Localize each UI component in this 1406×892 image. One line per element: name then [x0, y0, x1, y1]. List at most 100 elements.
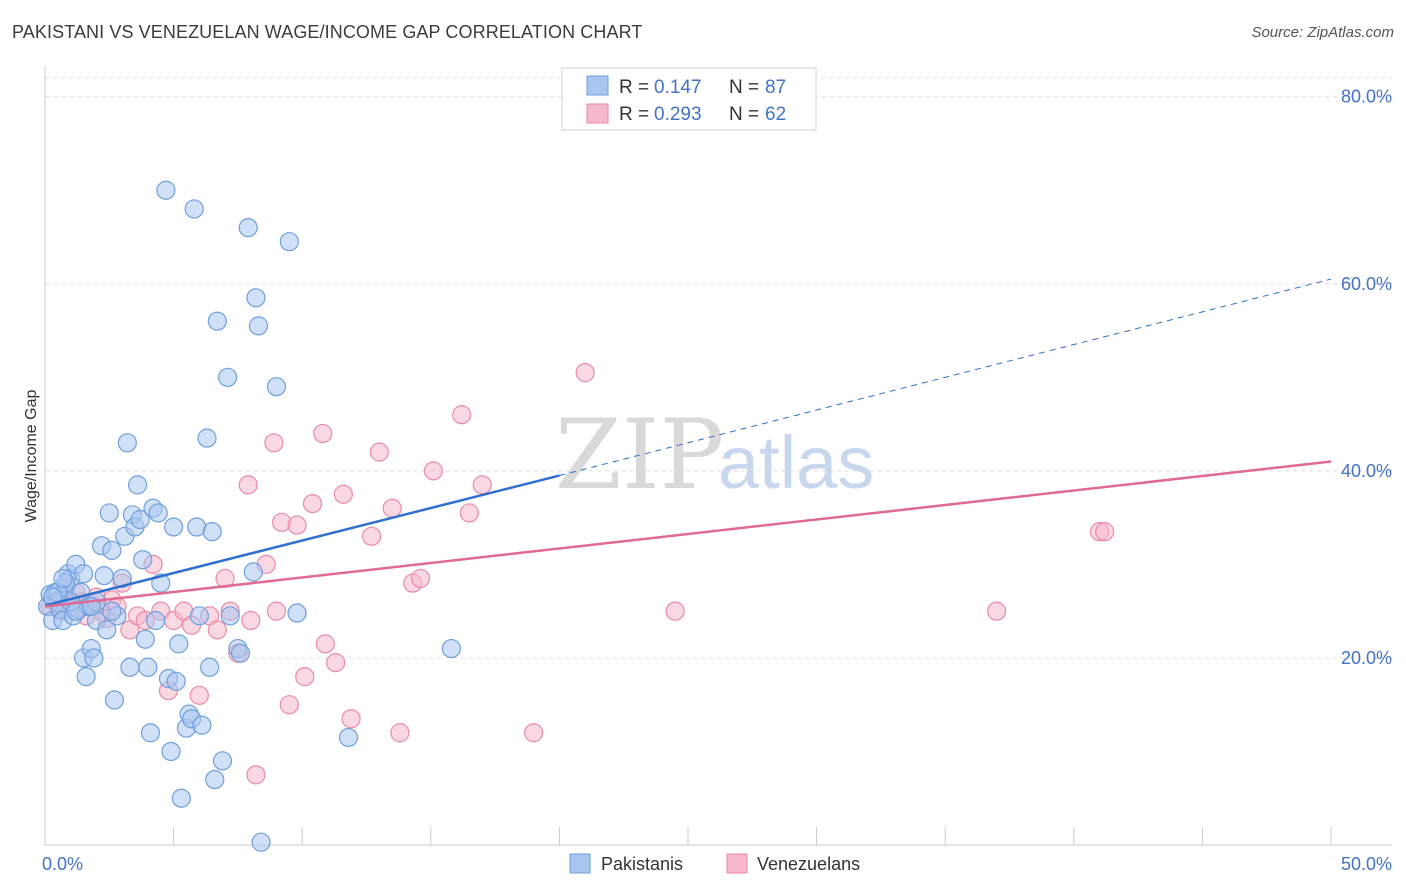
legend: R = 0.147 N = 87 R = 0.293 N = 62: [561, 67, 817, 131]
x-tick-label: 0.0%: [42, 854, 83, 874]
pakistanis-point: [133, 550, 153, 570]
legend-swatch-venezuelans: [586, 103, 609, 124]
pakistanis-point: [73, 564, 94, 584]
pakistanis-point: [212, 751, 233, 771]
pakistanis-point: [171, 788, 191, 808]
pakistanis-point: [218, 367, 238, 387]
venezuelans-point: [423, 461, 443, 481]
bottom-legend-label-venezuelans: Venezuelans: [757, 854, 860, 874]
venezuelans-point: [459, 503, 479, 523]
legend-r-label-venezuelans: R =: [619, 104, 649, 125]
legend-r-value-pakistanis: 0.147: [654, 77, 702, 98]
venezuelans-point: [1095, 522, 1115, 542]
venezuelans-point: [313, 423, 333, 444]
legend-swatch-pakistanis: [586, 75, 609, 96]
venezuelans-point: [390, 723, 410, 743]
pakistanis-point: [205, 769, 225, 790]
pakistanis-point: [238, 218, 258, 238]
pakistanis-point: [246, 288, 266, 308]
venezuelans-point: [410, 568, 431, 589]
venezuelans-point: [362, 526, 382, 546]
pakistanis-point: [94, 566, 114, 586]
pakistanis-point: [145, 610, 166, 631]
y-tick-label: 80.0%: [1341, 87, 1392, 107]
pakistanis-point: [192, 715, 212, 735]
pakistanis-point: [156, 180, 176, 200]
y-axis-label: Wage/Income Gap: [23, 390, 40, 523]
venezuelans-point: [341, 709, 361, 729]
pakistanis-point: [135, 629, 155, 649]
pakistanis-point: [230, 643, 251, 663]
watermark: ZIP atlas: [555, 399, 874, 511]
venezuelans-trendline: [44, 460, 1332, 608]
y-tick-label: 60.0%: [1341, 274, 1392, 294]
watermark-atlas: atlas: [718, 421, 874, 504]
pakistanis-points: [37, 180, 461, 852]
legend-n-label-pakistanis: N =: [729, 77, 759, 98]
legend-r-value-venezuelans: 0.293: [654, 104, 702, 125]
chart-title: PAKISTANI VS VENEZUELAN WAGE/INCOME GAP …: [12, 22, 643, 42]
pakistanis-point: [338, 727, 359, 748]
pakistanis-point: [104, 690, 125, 710]
pakistanis-point: [99, 503, 119, 523]
venezuelans-point: [452, 405, 472, 425]
pakistanis-point: [202, 522, 222, 542]
venezuelans-point: [279, 695, 299, 715]
bottom-legend-swatch-venezuelans: [726, 853, 748, 874]
legend-n-label-venezuelans: N =: [729, 104, 759, 125]
x-tick-label: 50.0%: [1341, 854, 1392, 874]
bottom-legend: Pakistanis Venezuelans: [569, 853, 860, 874]
pakistanis-point: [166, 671, 186, 691]
pakistanis-point: [266, 377, 287, 397]
venezuelans-point: [266, 601, 287, 621]
pakistanis-trendline: [44, 474, 560, 607]
venezuelans-point: [382, 498, 402, 518]
pakistanis-point: [117, 433, 137, 453]
venezuelans-point: [238, 475, 258, 495]
legend-n-value-pakistanis: 87: [765, 77, 786, 98]
source-label: Source: ZipAtlas.com: [1251, 24, 1394, 41]
pakistanis-trendline-extension: [559, 278, 1332, 477]
pakistanis-point: [97, 620, 117, 640]
pakistanis-point: [287, 603, 307, 623]
bottom-legend-swatch-pakistanis: [569, 853, 591, 874]
pakistanis-point: [148, 503, 168, 523]
pakistanis-point: [102, 601, 122, 621]
pakistanis-point: [207, 311, 227, 331]
venezuelans-point: [207, 620, 227, 640]
venezuelans-point: [246, 765, 266, 785]
pakistanis-point: [102, 540, 122, 560]
venezuelans-point: [315, 634, 335, 654]
tick-labels: 20.0% 40.0% 60.0% 80.0% 0.0% 50.0%: [42, 87, 1392, 874]
pakistanis-point: [120, 657, 140, 677]
venezuelans-point: [241, 610, 261, 631]
pakistanis-point: [140, 723, 161, 743]
venezuelans-point: [326, 653, 346, 673]
venezuelans-point: [302, 493, 323, 514]
pakistanis-point: [164, 517, 184, 537]
pakistanis-point: [130, 509, 150, 530]
venezuelans-point: [987, 601, 1007, 621]
pakistanis-point: [161, 741, 181, 762]
pakistanis-point: [127, 475, 148, 495]
pakistanis-point: [441, 638, 461, 659]
pakistanis-point: [169, 634, 189, 654]
pakistanis-point: [200, 657, 220, 677]
pakistanis-point: [53, 568, 73, 589]
y-tick-label: 40.0%: [1341, 461, 1392, 481]
pakistanis-point: [220, 606, 240, 626]
pakistanis-point: [197, 428, 217, 448]
pakistanis-point: [84, 648, 104, 668]
legend-r-label-pakistanis: R =: [619, 77, 649, 98]
pakistanis-point: [184, 199, 204, 219]
pakistanis-point: [112, 568, 132, 589]
legend-n-value-venezuelans: 62: [765, 104, 786, 125]
venezuelans-point: [264, 433, 284, 453]
pakistanis-point: [243, 562, 263, 582]
venezuelans-point: [295, 667, 315, 687]
venezuelans-point: [575, 363, 595, 383]
pakistanis-point: [248, 316, 269, 336]
pakistanis-point: [76, 667, 96, 687]
venezuelans-point: [189, 685, 209, 705]
